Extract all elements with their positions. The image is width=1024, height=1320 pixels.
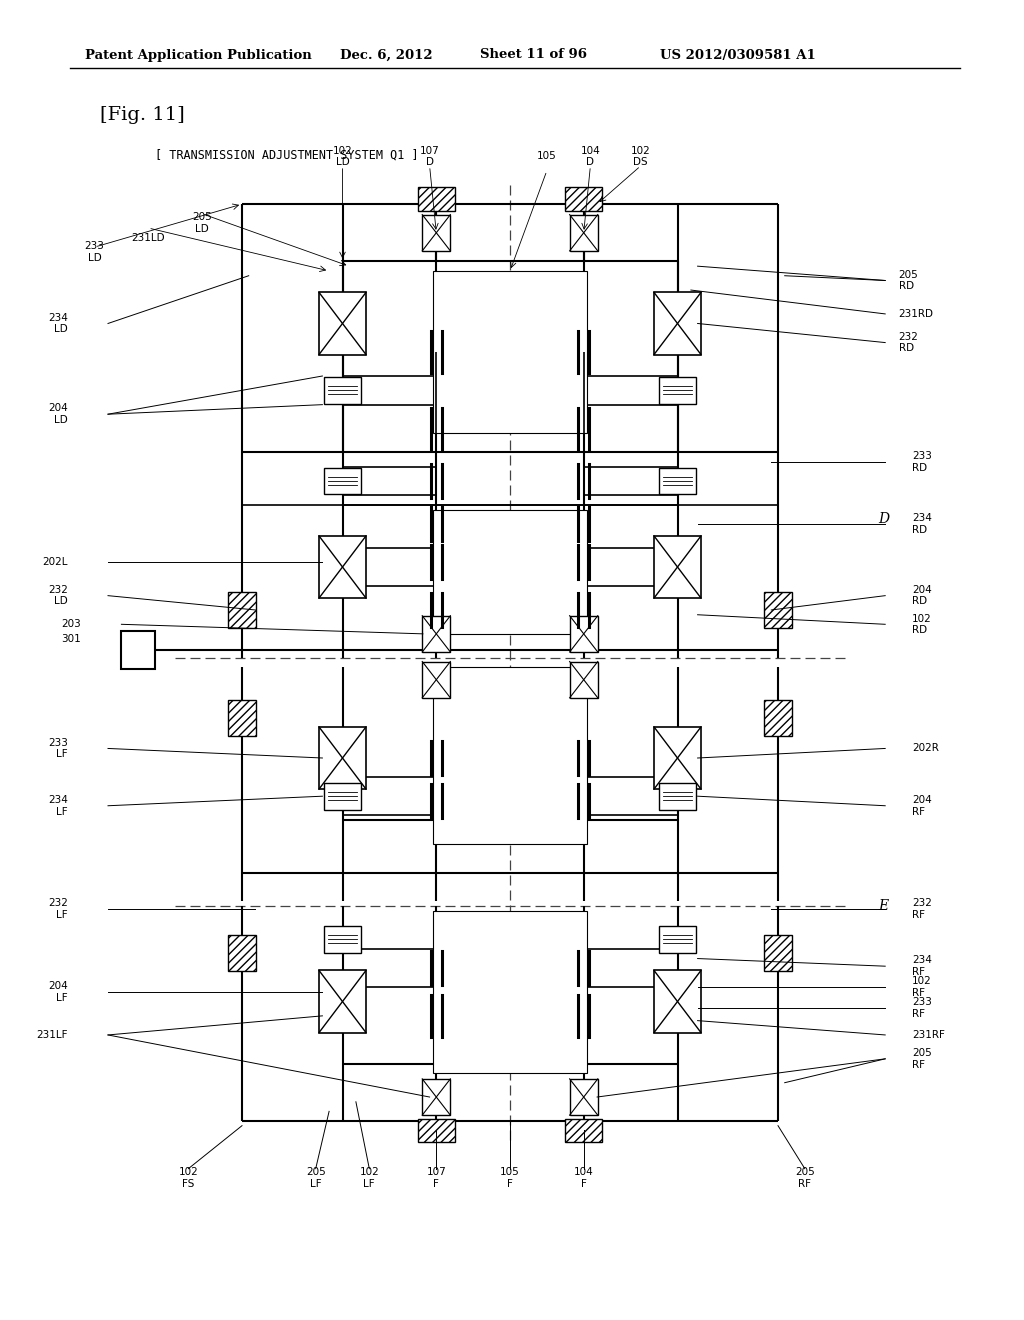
Bar <box>319 970 366 1032</box>
Bar <box>324 927 360 953</box>
Text: 233
LD: 233 LD <box>85 242 104 263</box>
Text: 102
FS: 102 FS <box>178 1167 199 1189</box>
Text: 205
RD: 205 RD <box>899 269 919 292</box>
Bar <box>122 631 155 669</box>
Bar <box>433 271 587 433</box>
Bar <box>764 591 793 628</box>
Bar <box>319 536 366 598</box>
Bar <box>418 187 455 211</box>
Text: 102
RD: 102 RD <box>912 614 932 635</box>
Text: 102
LD: 102 LD <box>333 145 352 168</box>
Text: 105
F: 105 F <box>500 1167 520 1189</box>
Bar <box>433 911 587 1073</box>
Bar <box>565 1118 602 1142</box>
Text: 204
LD: 204 LD <box>48 404 68 425</box>
Text: 231RD: 231RD <box>899 309 934 319</box>
Text: 205
LD: 205 LD <box>191 213 212 234</box>
Bar <box>324 467 360 495</box>
Text: 232
RF: 232 RF <box>912 898 932 920</box>
Text: 105: 105 <box>537 152 557 161</box>
Bar <box>422 1078 451 1115</box>
Bar <box>569 215 598 251</box>
Bar <box>433 510 587 634</box>
Text: 202L: 202L <box>42 557 68 568</box>
Text: US 2012/0309581 A1: US 2012/0309581 A1 <box>660 49 816 62</box>
Text: 102
DS: 102 DS <box>631 145 650 168</box>
Bar <box>565 187 602 211</box>
Bar <box>764 935 793 972</box>
Text: 231LF: 231LF <box>36 1030 68 1040</box>
Text: [ TRANSMISSION ADJUSTMENT SYSTEM Q1 ]: [ TRANSMISSION ADJUSTMENT SYSTEM Q1 ] <box>155 149 419 161</box>
Bar <box>569 1078 598 1115</box>
Text: 102
LF: 102 LF <box>359 1167 379 1189</box>
Text: 204
LF: 204 LF <box>48 981 68 1003</box>
Text: [Fig. 11]: [Fig. 11] <box>100 106 184 124</box>
Text: E: E <box>879 899 889 913</box>
Text: 232
LD: 232 LD <box>48 585 68 606</box>
Text: 203: 203 <box>61 619 81 630</box>
Text: 231RF: 231RF <box>912 1030 945 1040</box>
Text: 233
RD: 233 RD <box>912 451 932 473</box>
Text: 231LD: 231LD <box>131 232 165 243</box>
Bar <box>319 293 366 355</box>
Bar <box>433 668 587 843</box>
Text: 234
LD: 234 LD <box>48 313 68 334</box>
Bar <box>654 293 701 355</box>
Text: 205
RF: 205 RF <box>912 1048 932 1069</box>
Bar <box>319 727 366 789</box>
Bar <box>324 378 360 404</box>
Text: 233
RF: 233 RF <box>912 998 932 1019</box>
Text: 204
RD: 204 RD <box>912 585 932 606</box>
Text: 107
D: 107 D <box>420 145 439 168</box>
Bar <box>654 536 701 598</box>
Text: 232
LF: 232 LF <box>48 898 68 920</box>
Text: 202R: 202R <box>912 743 939 754</box>
Bar <box>422 615 451 652</box>
Text: Sheet 11 of 96: Sheet 11 of 96 <box>480 49 587 62</box>
Bar <box>418 1118 455 1142</box>
Bar <box>324 783 360 809</box>
Bar <box>659 467 696 495</box>
Text: 233
LF: 233 LF <box>48 738 68 759</box>
Text: D: D <box>879 512 890 527</box>
Text: 104
D: 104 D <box>581 145 600 168</box>
Text: Dec. 6, 2012: Dec. 6, 2012 <box>340 49 432 62</box>
Bar <box>654 727 701 789</box>
Bar <box>569 615 598 652</box>
Bar <box>654 970 701 1032</box>
Text: 205
RF: 205 RF <box>795 1167 815 1189</box>
Bar <box>764 700 793 737</box>
Bar <box>422 215 451 251</box>
Text: 234
LF: 234 LF <box>48 795 68 817</box>
Text: 234
RF: 234 RF <box>912 956 932 977</box>
Bar <box>422 661 451 698</box>
Text: Patent Application Publication: Patent Application Publication <box>85 49 311 62</box>
Text: 204
RF: 204 RF <box>912 795 932 817</box>
Bar <box>228 591 256 628</box>
Bar <box>228 935 256 972</box>
Bar <box>659 927 696 953</box>
Text: 107
F: 107 F <box>426 1167 446 1189</box>
Text: 104
F: 104 F <box>573 1167 594 1189</box>
Bar <box>228 700 256 737</box>
Text: 234
RD: 234 RD <box>912 513 932 535</box>
Text: 301: 301 <box>61 634 81 644</box>
Text: 205
LF: 205 LF <box>306 1167 326 1189</box>
Text: 232
RD: 232 RD <box>899 331 919 354</box>
Bar <box>659 378 696 404</box>
Text: 102
RF: 102 RF <box>912 977 932 998</box>
Bar <box>659 783 696 809</box>
Bar <box>569 661 598 698</box>
